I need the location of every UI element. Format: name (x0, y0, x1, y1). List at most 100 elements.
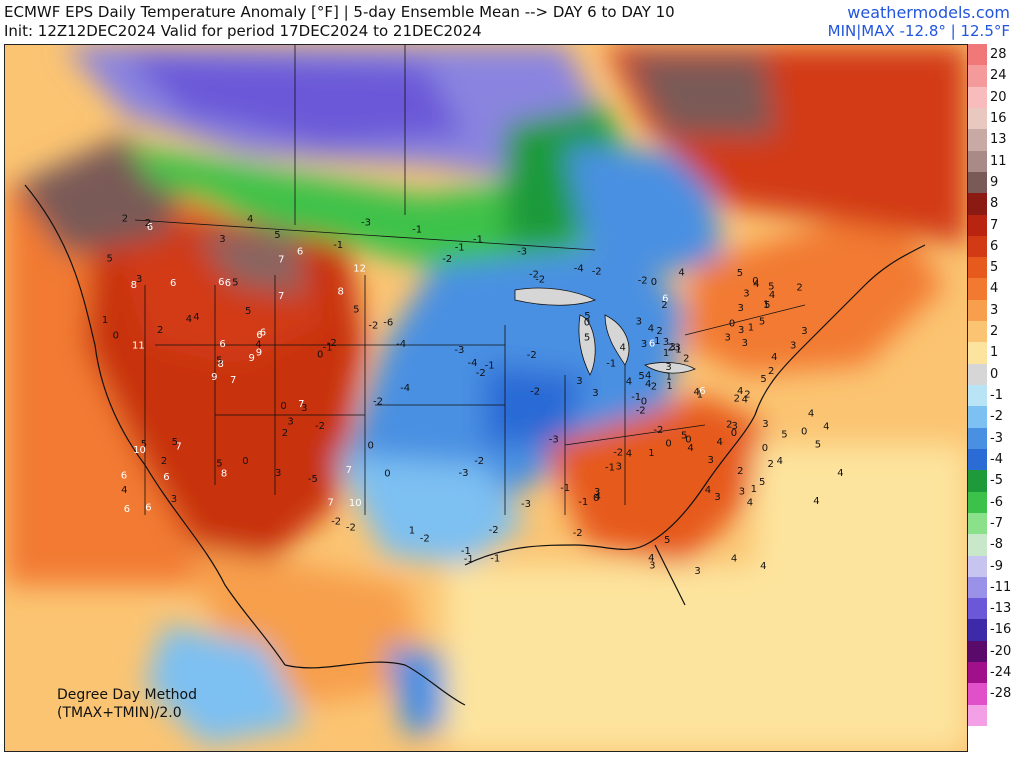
station-value: 5 (815, 440, 821, 451)
station-value: -2 (638, 276, 648, 287)
station-value: -2 (476, 368, 486, 379)
legend-swatch (968, 129, 987, 151)
legend-swatch (968, 44, 987, 66)
legend-swatch (968, 235, 987, 258)
station-value: 7 (298, 399, 304, 410)
legend-swatch (968, 555, 987, 577)
station-value: -1 (606, 358, 616, 369)
station-value: 7 (230, 375, 236, 386)
legend-label: 24 (990, 68, 1007, 84)
station-value: 1 (666, 371, 672, 382)
station-value: 4 (705, 485, 711, 496)
station-value: 8 (221, 469, 227, 480)
legend-swatch (968, 406, 987, 428)
station-value: -2 (636, 406, 646, 417)
station-value: 2 (737, 466, 743, 477)
legend-entry: 16 (968, 107, 1020, 130)
legend-swatch (968, 662, 987, 684)
color-legend: 28 24 20 16 13 11 9 8 7 6 5 4 3 2 1 0 -1 -2 -3 -4 -5 -6 -7 -8 -9… (968, 44, 1020, 726)
station-value: 3 (636, 316, 642, 327)
station-value: 5 (759, 317, 765, 328)
station-value: 4 (808, 408, 814, 419)
station-value: 5 (232, 278, 238, 289)
anomaly-map[interactable]: 7 8 8 6 6 7 5 5 7 9 6 10 11 12 9 7 6 6 5 5 4 4 6 6 6 3 3 3 0 0 5 5 5 6 6 6 5… (4, 44, 968, 752)
legend-label: 28 (990, 47, 1007, 62)
station-value: -2 (529, 269, 539, 280)
station-value: -3 (459, 468, 469, 479)
legend-entry: 4 (968, 278, 1020, 300)
legend-swatch (968, 107, 987, 130)
station-value: -2 (592, 267, 602, 278)
station-value: -1 (485, 360, 495, 371)
legend-entry: 6 (968, 235, 1020, 258)
station-value: 3 (663, 337, 669, 348)
station-value: 2 (282, 428, 288, 439)
legend-entry: -13 (968, 598, 1020, 620)
legend-label: 7 (990, 217, 999, 233)
station-value: 6 (121, 471, 127, 482)
station-value: -2 (420, 533, 430, 544)
legend-swatch (968, 86, 987, 108)
legend-label: 13 (990, 132, 1007, 148)
station-value: 9 (249, 353, 255, 364)
station-value: -1 (412, 224, 422, 235)
station-value: 7 (328, 498, 334, 509)
station-value: -4 (574, 264, 584, 275)
station-value: 3 (171, 494, 177, 505)
station-value: 5 (216, 356, 222, 367)
legend-label: 11 (990, 153, 1007, 169)
station-value: 5 (141, 439, 147, 450)
legend-entry: 1 (968, 342, 1020, 364)
map-title: ECMWF EPS Daily Temperature Anomaly [°F]… (4, 3, 675, 21)
station-value: 4 (760, 561, 766, 572)
station-value: -1 (333, 240, 343, 251)
legend-entry: -1 (968, 385, 1020, 407)
station-value: 6 (662, 294, 668, 305)
station-value: -2 (346, 523, 356, 534)
station-value: 12 (353, 264, 366, 275)
station-value: 6 (124, 504, 130, 515)
station-value: 6 (218, 277, 224, 288)
legend-label: 6 (990, 238, 999, 254)
station-value: -2 (489, 525, 499, 536)
station-value: -1 (490, 554, 500, 565)
legend-swatch (968, 427, 987, 449)
station-value: 0 (752, 276, 758, 287)
station-value: 1 (102, 315, 108, 326)
station-value: -3 (361, 217, 371, 228)
station-value: 1 (748, 322, 754, 333)
station-value: 4 (813, 496, 819, 507)
station-value: -1 (605, 462, 615, 473)
station-value: 0 (384, 469, 390, 480)
legend-swatch (968, 257, 987, 279)
site-link[interactable]: weathermodels.com (847, 3, 1010, 22)
legend-swatch (968, 448, 987, 471)
station-value: 5 (274, 230, 280, 241)
legend-swatch (968, 150, 987, 172)
legend-entry (968, 704, 1020, 726)
station-value: 4 (193, 312, 199, 323)
station-value: -2 (373, 396, 383, 407)
legend-label: 2 (990, 324, 999, 340)
station-value: 2 (122, 213, 128, 224)
station-value: 0 (317, 349, 323, 360)
station-value: 5 (107, 253, 113, 264)
legend-swatch (968, 598, 987, 620)
station-value: 4 (626, 376, 632, 387)
station-value: 5 (216, 459, 222, 470)
station-value: -2 (327, 338, 337, 349)
station-value: 3 (674, 343, 680, 354)
station-value: -1 (461, 546, 471, 557)
station-value: 4 (823, 422, 829, 433)
legend-label: -28 (990, 686, 1012, 702)
station-value: -2 (442, 254, 452, 265)
legend-swatch (968, 576, 987, 599)
station-value: 4 (648, 323, 654, 334)
legend-entry: 11 (968, 150, 1020, 172)
legend-entry: -11 (968, 576, 1020, 599)
method-note: Degree Day Method (TMAX+TMIN)/2.0 (57, 686, 197, 722)
station-value: 4 (837, 468, 843, 479)
legend-entry: 3 (968, 299, 1020, 322)
legend-swatch (968, 704, 987, 726)
legend-label: 20 (990, 89, 1007, 105)
